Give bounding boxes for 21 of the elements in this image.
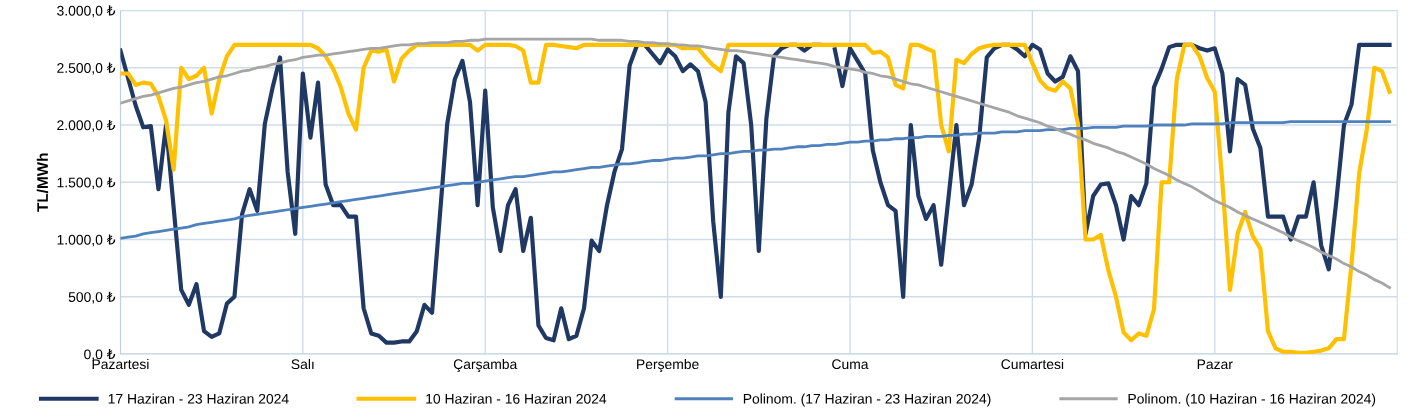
x-tick-label: Cumartesi — [1001, 358, 1064, 370]
x-tick-label: Cuma — [832, 359, 869, 370]
x-tick-label: Salı — [291, 358, 314, 370]
x-tick-label: Çarşamba — [453, 358, 518, 372]
x-tick-label: Pazar — [1197, 359, 1233, 370]
y-tick-label: 500,0 ₺ — [68, 291, 116, 304]
legend-label: Polinom. (10 Haziran - 16 Haziran 2024) — [1128, 393, 1376, 407]
legend-label: Polinom. (17 Haziran - 23 Haziran 2024) — [743, 393, 991, 407]
y-tick-label: 1.500,0 ₺ — [57, 177, 116, 190]
y-axis-title: TL/MWh — [36, 153, 49, 212]
line-series — [120, 37, 1391, 290]
line-series — [120, 120, 1391, 240]
y-tick-label: 2.500,0 ₺ — [57, 62, 116, 75]
legend-label: 10 Haziran - 16 Haziran 2024 — [426, 393, 607, 404]
legend-label: 17 Haziran - 23 Haziran 2024 — [108, 393, 289, 404]
y-tick-label: 2.000,0 ₺ — [57, 119, 116, 132]
y-tick-label: 3.000,0 ₺ — [57, 5, 116, 18]
x-tick-label: Perşembe — [637, 358, 699, 372]
y-tick-label: 1.000,0 ₺ — [57, 234, 116, 247]
y-tick-label: 0,0 ₺ — [84, 348, 116, 361]
x-tick-label: Pazartesi — [92, 358, 149, 370]
